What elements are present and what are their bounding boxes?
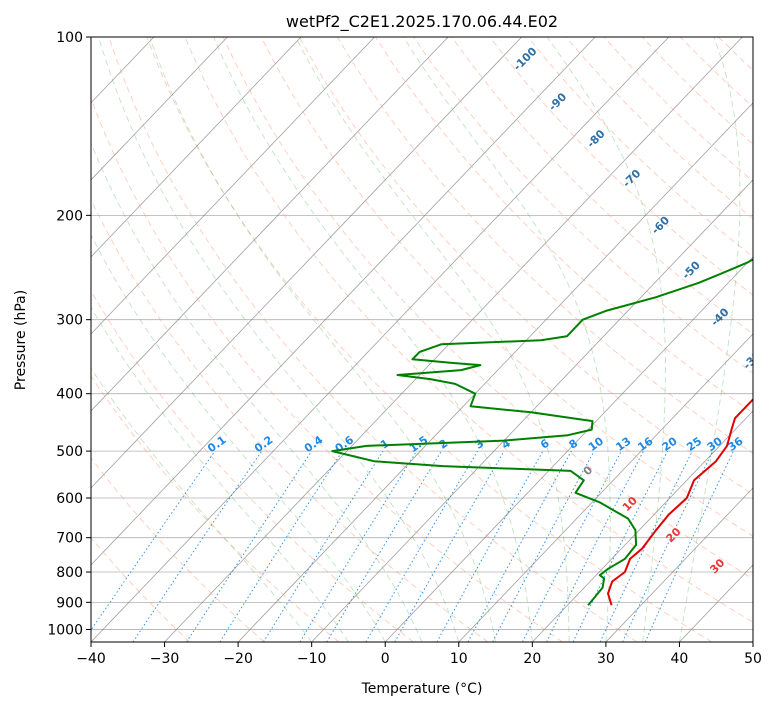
mixing-ratio-line xyxy=(299,450,418,642)
mixing-ratio-line xyxy=(186,450,313,642)
moist-adiabat-line xyxy=(546,37,666,642)
y-tick-label: 800 xyxy=(56,565,83,581)
y-tick-label: 1000 xyxy=(47,622,83,638)
x-tick-label: −40 xyxy=(76,651,106,667)
x-tick-label: 40 xyxy=(671,651,689,667)
isotherm-line xyxy=(458,333,753,642)
dry-adiabat-line xyxy=(413,37,753,374)
moist-adiabat-line xyxy=(91,141,423,642)
moist-adiabat-line xyxy=(149,37,497,642)
moist-adiabat-line xyxy=(678,37,741,642)
isotherm-line xyxy=(752,641,753,642)
mixing-ratio-line xyxy=(546,450,644,642)
profiles xyxy=(331,258,753,606)
x-axis-label: Temperature (°C) xyxy=(361,681,483,697)
moist-adiabat-line xyxy=(98,37,460,642)
x-tick-label: −10 xyxy=(297,651,327,667)
mixing-ratio-line xyxy=(219,450,343,642)
moist-adiabat-line xyxy=(91,233,386,642)
isotherm-line xyxy=(91,37,302,258)
x-tick-label: −20 xyxy=(223,651,253,667)
isotherm-line xyxy=(237,102,753,642)
isotherm-line xyxy=(91,37,670,642)
temperature-line xyxy=(607,397,753,606)
dry-adiabat-line xyxy=(108,37,638,642)
mixing-ratio-line xyxy=(572,450,669,642)
moist-adiabat-line xyxy=(295,37,570,642)
plot-background xyxy=(91,37,753,642)
y-axis-label: Pressure (hPa) xyxy=(13,290,29,390)
dry-adiabat-line xyxy=(757,37,775,642)
isotherm-line xyxy=(91,37,596,566)
dry-adiabat-line xyxy=(298,37,753,496)
dry-adiabat-line xyxy=(146,37,713,642)
isotherm-line xyxy=(532,410,753,642)
y-tick-label: 100 xyxy=(56,30,83,46)
x-tick-label: 0 xyxy=(381,651,390,667)
y-tick-label: 700 xyxy=(56,531,83,547)
dry-adiabat-line xyxy=(91,290,414,642)
isotherm-line xyxy=(605,487,753,642)
x-tick-label: 50 xyxy=(744,651,762,667)
moist-adiabat-line xyxy=(213,37,533,642)
isotherm-line xyxy=(384,256,753,642)
isotherm-line xyxy=(311,179,753,642)
plot-frame xyxy=(90,36,754,643)
isotherm-line xyxy=(91,37,522,489)
mixing-ratio-line xyxy=(467,450,572,642)
axes: −40 −30 −20 −10 0 10 20 30 40 50 100 200 300 400 500 60… xyxy=(47,30,762,667)
mixing-ratio-line xyxy=(436,450,544,642)
dewpoint-line xyxy=(331,258,753,606)
dry-adiabat-line xyxy=(91,198,489,642)
isotherm-line xyxy=(91,37,228,181)
isotherm-line xyxy=(164,37,743,642)
y-tick-label: 900 xyxy=(56,595,83,611)
y-tick-label: 200 xyxy=(56,208,83,224)
moist-adiabat-line xyxy=(91,306,349,642)
dry-adiabat-line xyxy=(184,37,753,623)
isotherm-line xyxy=(0,37,7,642)
dry-adiabat-line xyxy=(375,37,753,414)
x-tick-label: 30 xyxy=(597,651,615,667)
x-tick-label: 20 xyxy=(523,651,541,667)
moist-adiabat-line xyxy=(403,37,611,642)
dry-adiabat-line xyxy=(489,37,753,296)
y-tick-label: 300 xyxy=(56,313,83,329)
dry-adiabat-line xyxy=(451,37,753,335)
chart-title: wetPf2_C2E1.2025.170.06.44.E02 xyxy=(286,12,558,32)
x-tick-label: 10 xyxy=(450,651,468,667)
dry-adiabat-line xyxy=(91,457,265,642)
moist-adiabat-line xyxy=(91,367,313,642)
mixing-ratio-line xyxy=(132,450,263,642)
dry-adiabat-line xyxy=(91,97,563,642)
isotherm-line xyxy=(91,37,375,335)
mixing-ratio-line xyxy=(91,450,216,631)
isotherm-label: 40 xyxy=(754,584,774,604)
y-tick-label: 600 xyxy=(56,491,83,507)
isotherm-line xyxy=(91,37,449,412)
y-tick-label: 400 xyxy=(56,387,83,403)
mixing-ratio-line xyxy=(492,450,595,642)
background-lines xyxy=(0,37,775,642)
y-tick-label: 500 xyxy=(56,444,83,460)
x-tick-label: −30 xyxy=(150,651,180,667)
